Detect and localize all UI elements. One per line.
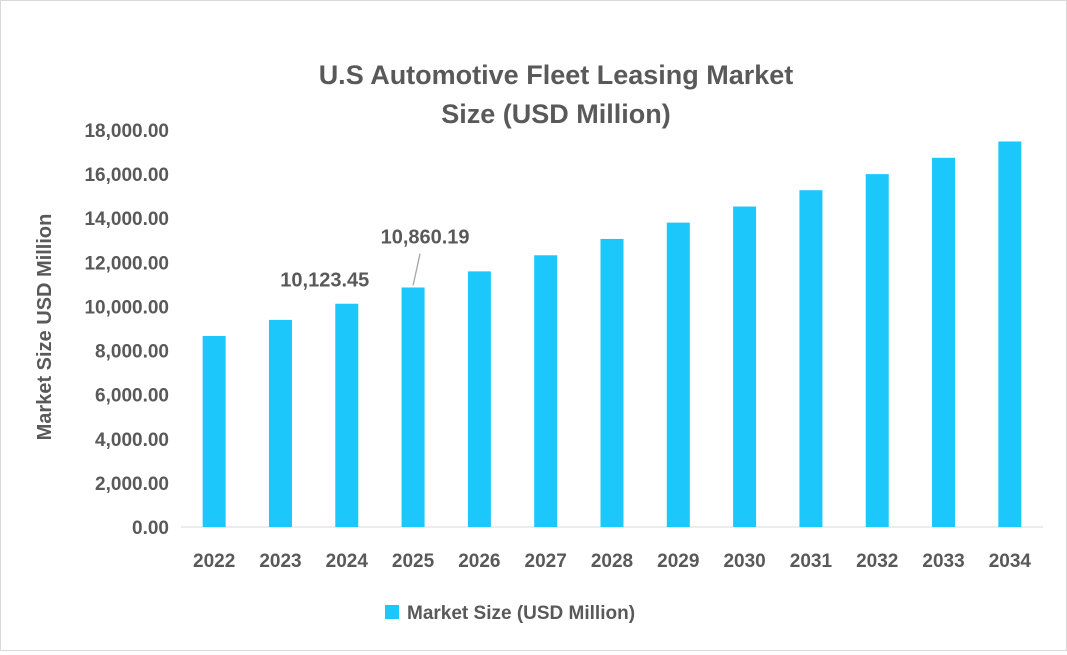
x-tick-label: 2026 bbox=[458, 551, 500, 572]
bar-2030 bbox=[733, 206, 757, 527]
data-label-2025: 10,860.19 bbox=[381, 226, 470, 248]
x-tick-label: 2031 bbox=[790, 551, 833, 572]
x-tick-label: 2034 bbox=[989, 551, 1032, 572]
bar-2029 bbox=[666, 222, 690, 527]
x-tick-label: 2029 bbox=[657, 551, 699, 572]
x-tick-label: 2022 bbox=[193, 551, 235, 572]
bar-2032 bbox=[865, 174, 889, 527]
x-tick-label: 2030 bbox=[723, 551, 765, 572]
y-tick-label: 12,000.00 bbox=[84, 253, 169, 274]
bar-2026 bbox=[467, 271, 491, 527]
y-tick-label: 4,000.00 bbox=[95, 430, 169, 451]
data-label-leader-line bbox=[412, 253, 421, 286]
y-tick-label: 10,000.00 bbox=[84, 297, 169, 318]
x-tick-label: 2033 bbox=[922, 551, 964, 572]
y-tick-label: 8,000.00 bbox=[95, 342, 169, 363]
y-axis-label: Market Size USD Million bbox=[34, 214, 56, 441]
chart-title-line-1: U.S Automotive Fleet Leasing Market bbox=[319, 60, 794, 90]
bar-2031 bbox=[799, 190, 823, 527]
data-label-2024: 10,123.45 bbox=[280, 270, 369, 292]
legend-swatch bbox=[385, 605, 399, 619]
legend-label: Market Size (USD Million) bbox=[407, 603, 635, 624]
y-tick-label: 6,000.00 bbox=[95, 386, 169, 407]
y-tick-label: 0.00 bbox=[132, 518, 169, 539]
x-tick-label: 2023 bbox=[259, 551, 301, 572]
bar-2024 bbox=[335, 303, 359, 527]
bar-2025 bbox=[401, 287, 425, 527]
bar-2027 bbox=[534, 255, 558, 527]
y-tick-label: 2,000.00 bbox=[95, 474, 169, 495]
x-tick-label: 2028 bbox=[591, 551, 633, 572]
y-tick-label: 18,000.00 bbox=[84, 121, 169, 142]
bar-2034 bbox=[998, 141, 1022, 528]
bar-2022 bbox=[202, 335, 226, 527]
y-tick-label: 14,000.00 bbox=[84, 209, 169, 230]
bar-2033 bbox=[932, 157, 956, 528]
x-tick-label: 2024 bbox=[326, 551, 369, 572]
x-tick-label: 2027 bbox=[525, 551, 567, 572]
x-tick-label: 2025 bbox=[392, 551, 435, 572]
x-tick-label: 2032 bbox=[856, 551, 898, 572]
y-tick-label: 16,000.00 bbox=[84, 165, 169, 186]
chart-title-line-2: Size (USD Million) bbox=[441, 99, 671, 129]
bar-2023 bbox=[268, 319, 292, 527]
bar-2028 bbox=[600, 238, 624, 527]
